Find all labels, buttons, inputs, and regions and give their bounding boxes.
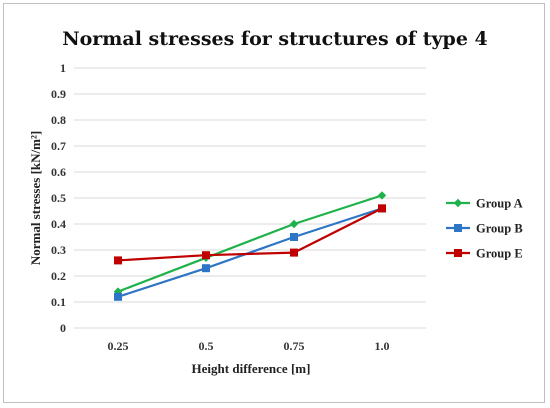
data-point-group-a [289,219,299,229]
y-tick-label: 0.4 [51,217,66,231]
legend-swatch-marker [453,198,463,208]
series-line-group-e [117,207,383,262]
series-lines [117,194,383,298]
data-point-group-b [114,292,122,301]
y-tick-label: 0.7 [51,139,66,153]
data-point-group-a [377,191,387,200]
data-point-group-e [114,256,122,265]
y-tick-label: 0.3 [51,243,66,257]
x-axis-label: Height difference [m] [192,361,311,376]
series-markers [113,191,387,301]
x-tick-labels: 0.25 0.5 0.75 1.0 [108,339,390,353]
data-point-group-e [202,251,210,260]
y-tick-label: 0.8 [51,113,66,127]
y-tick-labels: 0 0.1 0.2 0.3 0.4 0.5 0.6 0.7 0.8 0.9 1 [51,61,66,335]
y-tick-label: 1 [60,61,66,75]
legend: Group A Group B Group E [446,197,523,261]
legend-label: Group E [476,247,523,261]
x-tick-label: 0.25 [108,339,129,353]
y-tick-label: 0.1 [51,295,66,309]
legend-label: Group A [476,197,523,211]
legend-item-group-a: Group A [446,197,523,211]
legend-item-group-e: Group E [446,247,523,261]
legend-label: Group B [476,222,523,236]
grid [74,67,426,329]
x-tick-label: 1.0 [375,339,390,353]
y-tick-label: 0.9 [51,87,66,101]
y-tick-label: 0.5 [51,191,66,205]
legend-swatch-marker [454,249,462,257]
data-point-group-b [290,233,298,241]
data-point-group-e [290,248,298,257]
y-tick-label: 0 [60,321,66,335]
x-tick-label: 0.75 [284,339,305,353]
series-line-group-b [117,207,383,298]
data-point-group-b [202,264,210,273]
legend-swatch-marker [454,224,462,232]
series-line-group-a [117,194,383,293]
legend-item-group-b: Group B [446,222,523,236]
y-axis-label: Normal stresses [kN/m²] [28,131,43,265]
x-tick-label: 0.5 [199,339,214,353]
data-point-group-e [378,204,386,213]
y-tick-label: 0.6 [51,165,66,179]
chart-title: Normal stresses for structures of type 4 [62,28,488,50]
y-tick-label: 0.2 [51,269,66,283]
